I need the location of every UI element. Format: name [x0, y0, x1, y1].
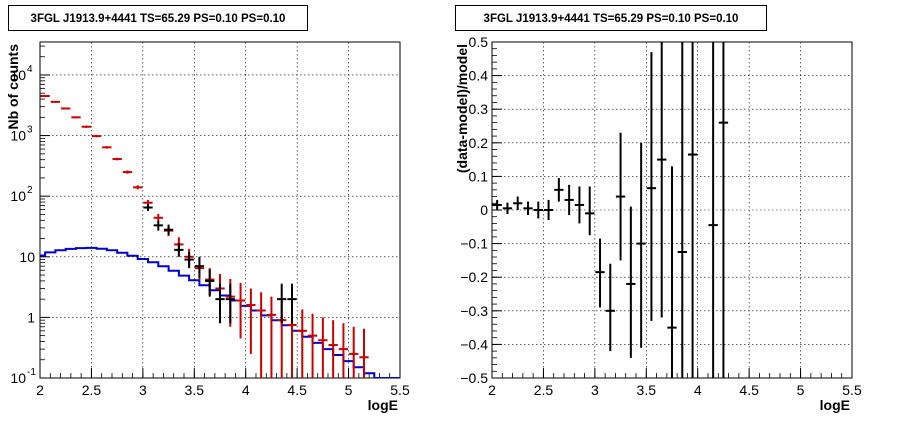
y-tick-exponent: -1 [27, 367, 36, 378]
chart-title-left: 3FGL J1913.9+4441 TS=65.29 PS=0.10 PS=0.… [8, 5, 308, 31]
y-tick-label: −0.4 [460, 336, 488, 352]
y-tick-exponent: 4 [27, 64, 33, 75]
y-axis-label: (data-model)/model [454, 44, 470, 173]
y-tick-label: 10 [19, 249, 35, 265]
y-tick-label: −0.5 [460, 370, 488, 386]
y-axis-label: Nb of counts [5, 44, 21, 130]
plot-frame [39, 41, 401, 379]
y-tick-label: 10 [10, 370, 26, 386]
y-tick-label: 0.3 [469, 101, 489, 117]
x-tick-label: 3 [591, 382, 599, 398]
y-tick-label: 0.2 [469, 135, 489, 151]
x-tick-label: 2.5 [534, 382, 554, 398]
x-tick-label: 3.5 [637, 382, 657, 398]
x-tick-label: 2 [36, 382, 44, 398]
y-tick-label: −0.1 [460, 236, 488, 252]
chart-title-right: 3FGL J1913.9+4441 TS=65.29 PS=0.10 PS=0.… [455, 5, 767, 31]
y-tick-label: 0 [480, 202, 488, 218]
chart-1: 2 2.5 3 3.5 4 4.5 5 5.5 −0.5 −0.4 −0.3 −0.2 −0.1 0 0.1… [454, 34, 862, 413]
x-tick-label: 5 [797, 382, 805, 398]
x-axis-label: logE [368, 397, 398, 413]
y-tick-exponent: 2 [27, 185, 33, 196]
y-tick-label: 0.4 [469, 68, 489, 84]
x-tick-label: 4.5 [287, 382, 307, 398]
x-tick-label: 3.5 [185, 382, 205, 398]
x-tick-label: 4 [242, 382, 250, 398]
y-tick-label: 0.5 [469, 34, 489, 50]
x-tick-label: 3 [139, 382, 147, 398]
x-tick-label: 4.5 [739, 382, 759, 398]
x-tick-label: 5.5 [842, 382, 862, 398]
data-layer [40, 94, 400, 378]
x-axis-label: logE [820, 397, 850, 413]
y-tick-label: −0.3 [460, 303, 488, 319]
y-tick-label: 0.1 [469, 168, 489, 184]
y-tick-label: 1 [27, 309, 35, 325]
x-tick-label: 2 [488, 382, 496, 398]
x-tick-label: 2.5 [82, 382, 102, 398]
data-layer [492, 42, 729, 378]
y-tick-exponent: 3 [27, 125, 33, 136]
y-tick-label: −0.2 [460, 269, 488, 285]
y-tick-label: 10 [10, 188, 26, 204]
x-tick-label: 5.5 [390, 382, 410, 398]
x-tick-label: 5 [345, 382, 353, 398]
y-tick-label: 10 [10, 67, 26, 83]
x-tick-label: 4 [694, 382, 702, 398]
y-tick-label: 10 [10, 128, 26, 144]
